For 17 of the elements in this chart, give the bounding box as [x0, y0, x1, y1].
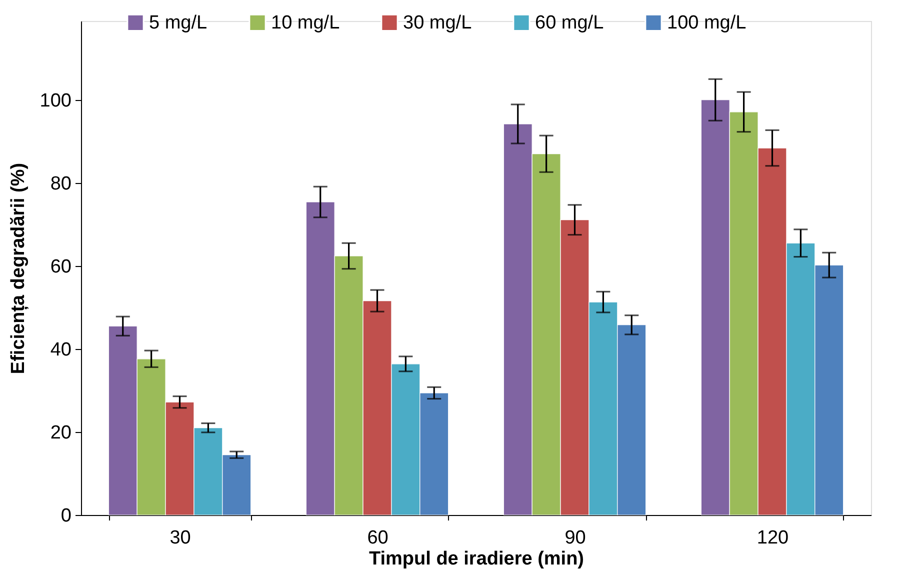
legend-label: 100 mg/L [667, 12, 746, 34]
y-tick-label: 40 [50, 339, 72, 360]
y-axis-title: Eficiența degradării (%) [8, 162, 29, 374]
x-tick-label: 60 [367, 528, 388, 548]
y-tick-label: 20 [50, 422, 72, 444]
y-tick-label: 80 [50, 173, 72, 194]
legend-label: 10 mg/L [271, 12, 340, 34]
x-tick-label: 30 [170, 528, 191, 548]
x-tick-label: 90 [564, 528, 586, 548]
x-axis-title: Timpul de iradiere (min) [368, 548, 584, 570]
y-tick-label: 60 [50, 256, 72, 278]
legend-label: 5 mg/L [149, 12, 208, 34]
legend-label: 60 mg/L [535, 12, 604, 34]
y-tick-label: 100 [40, 90, 72, 112]
x-tick-label: 120 [756, 528, 789, 548]
y-tick-label: 0 [60, 506, 72, 526]
legend-label: 30 mg/L [403, 12, 472, 34]
